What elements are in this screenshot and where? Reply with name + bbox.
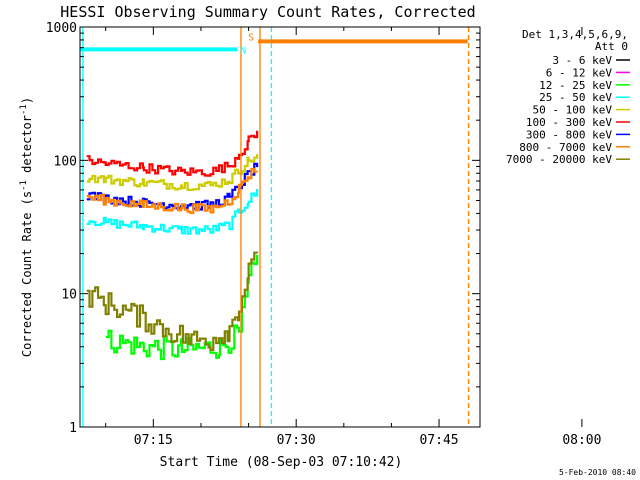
legend-label-3: 12 - 25 keV: [539, 79, 612, 92]
y-axis-label-sup1: -1: [19, 180, 29, 191]
x-tick-label-3: 07:45: [419, 433, 458, 448]
y-axis-label-part3: ): [20, 97, 34, 104]
footer-timestamp: 5-Feb-2010 08:40: [559, 468, 636, 477]
chart-title: HESSI Observing Summary Count Rates, Cor…: [60, 3, 475, 21]
x-tick-label-4: 08:00: [562, 433, 601, 448]
x-tick-label-1: 07:15: [134, 433, 173, 448]
axes: 07:1507:3007:4508:0008:1508:3008:4511010…: [46, 21, 602, 448]
legend-title-1: Det 1,3,4,5,6,9,: [522, 28, 628, 41]
legend-label-8: 800 - 7000 keV: [519, 141, 612, 154]
series-2-line: [511, 157, 640, 322]
x-axis-label: Start Time (08-Sep-03 07:10:42): [160, 455, 403, 470]
series-4-line: [86, 189, 259, 235]
y-axis-label-part1: Corrected Count Rate (s: [20, 191, 34, 357]
legend-label-5: 50 - 100 keV: [533, 104, 613, 117]
y-axis-label-part2: detector: [20, 115, 34, 180]
legend-title-2: Att 0: [595, 40, 628, 53]
series-1-line: [511, 172, 640, 376]
series-3-line: [105, 254, 259, 361]
legend-label-4: 25 - 50 keV: [539, 91, 612, 104]
y-tick-label-3: 100: [54, 154, 77, 169]
plot-frame: [79, 26, 481, 428]
y-axis-label-sup2: -1: [19, 104, 29, 115]
series-9-line: [86, 251, 259, 351]
flag-label-2: N: [240, 45, 246, 56]
legend-label-9: 7000 - 20000 keV: [506, 153, 612, 166]
series-8-line: [86, 167, 259, 214]
legend-label-7: 300 - 800 keV: [526, 128, 612, 141]
legend-label-2: 6 - 12 keV: [546, 66, 613, 79]
y-tick-label-2: 10: [61, 288, 77, 303]
legend-label-6: 100 - 300 keV: [526, 116, 612, 129]
x-tick-label-2: 07:30: [277, 433, 316, 448]
y-tick-label-1: 1: [69, 421, 77, 436]
flags: [80, 27, 470, 427]
series-6-line: [86, 130, 259, 177]
series-5-line: [86, 154, 259, 191]
y-tick-label-4: 1000: [46, 21, 77, 36]
plot-area: [86, 130, 640, 376]
legend-label-1: 3 - 6 keV: [552, 54, 612, 67]
y-axis-label: Corrected Count Rate (s-1 detector-1): [19, 97, 34, 357]
series-7-line: [86, 162, 259, 211]
flag-label-1: S: [248, 32, 254, 43]
